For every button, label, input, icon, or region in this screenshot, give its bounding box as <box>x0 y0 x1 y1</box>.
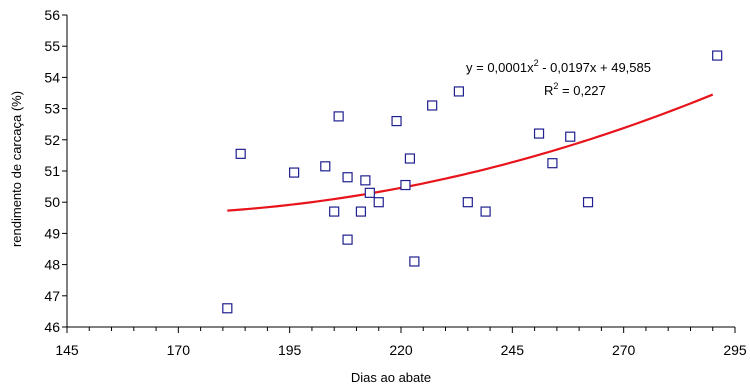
data-point <box>342 234 353 245</box>
x-tick-label: 145 <box>55 342 79 358</box>
y-ticks: 46 47 48 49 50 51 52 53 54 55 56 <box>44 7 67 335</box>
data-point <box>355 206 367 217</box>
y-tick-label: 55 <box>44 38 60 54</box>
y-tick-label: 51 <box>44 163 60 179</box>
x-axis-label: Dias ao abate <box>351 370 431 385</box>
data-point <box>333 111 344 122</box>
y-tick-label: 47 <box>44 288 60 304</box>
data-point <box>391 115 402 127</box>
data-point <box>582 197 594 208</box>
data-point <box>565 131 576 142</box>
data-point <box>329 206 340 217</box>
x-axis: 145 170 195 220 245 270 295 <box>55 326 747 358</box>
trendline-equation: y = 0,0001x2 - 0,0197x + 49,585 <box>466 58 651 75</box>
data-point <box>453 86 464 97</box>
y-tick-label: 48 <box>44 257 60 273</box>
x-ticks: 145 170 195 220 245 270 295 <box>55 327 747 358</box>
data-point <box>364 187 375 198</box>
data-point <box>373 197 384 208</box>
data-point <box>427 100 438 111</box>
y-tick-label: 54 <box>44 69 60 85</box>
data-point <box>462 197 473 208</box>
data-point <box>409 256 420 267</box>
data-point <box>404 153 416 164</box>
y-tick-label: 53 <box>44 101 60 117</box>
y-tick-label: 56 <box>44 7 60 23</box>
trendline <box>227 93 714 212</box>
data-point <box>222 303 233 314</box>
data-point <box>712 50 723 61</box>
x-tick-label: 270 <box>612 342 636 358</box>
y-tick-label: 52 <box>44 132 60 148</box>
data-point <box>289 167 300 178</box>
data-point <box>547 158 558 169</box>
r-squared-label: R2 = 0,227 <box>544 81 606 98</box>
x-tick-label: 295 <box>723 342 747 358</box>
x-tick-label: 195 <box>278 342 302 358</box>
y-axis-label: rendimento de carcaça (%) <box>9 91 24 247</box>
y-axis: 46 47 48 49 50 51 52 53 54 55 56 <box>44 7 68 335</box>
x-tick-label: 220 <box>389 342 413 358</box>
y-tick-label: 49 <box>44 225 60 241</box>
data-point <box>320 161 331 172</box>
data-point <box>533 128 545 139</box>
x-tick-label: 170 <box>167 342 191 358</box>
data-point <box>360 175 371 186</box>
y-tick-label: 46 <box>44 319 60 335</box>
y-tick-label: 50 <box>44 194 60 210</box>
data-point <box>400 179 411 191</box>
x-tick-label: 245 <box>501 342 525 358</box>
data-point <box>480 206 491 217</box>
data-point <box>342 172 353 183</box>
data-points <box>222 50 723 314</box>
data-point <box>235 148 246 159</box>
